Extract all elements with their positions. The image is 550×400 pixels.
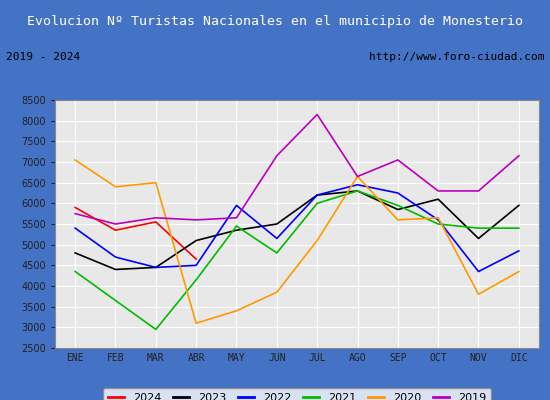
Text: http://www.foro-ciudad.com: http://www.foro-ciudad.com	[369, 52, 544, 62]
Text: Evolucion Nº Turistas Nacionales en el municipio de Monesterio: Evolucion Nº Turistas Nacionales en el m…	[27, 14, 523, 28]
Text: 2019 - 2024: 2019 - 2024	[6, 52, 80, 62]
Legend: 2024, 2023, 2022, 2021, 2020, 2019: 2024, 2023, 2022, 2021, 2020, 2019	[103, 388, 491, 400]
